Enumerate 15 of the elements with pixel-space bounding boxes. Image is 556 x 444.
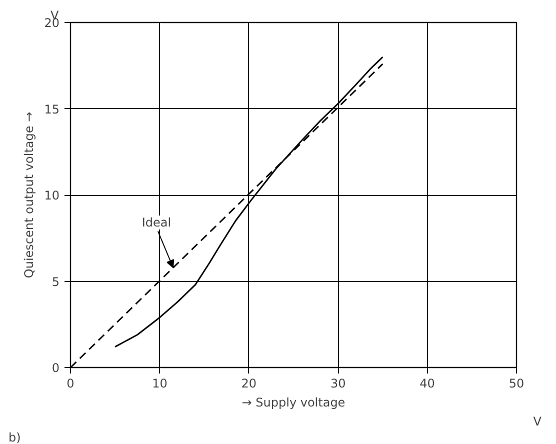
y-tick-label: 10: [44, 188, 60, 202]
x-tick-label: 50: [508, 376, 524, 390]
x-tick-label: 30: [330, 376, 346, 390]
annotation: Ideal: [142, 216, 172, 230]
text: b): [8, 430, 21, 444]
y-tick-label: 0: [52, 361, 60, 375]
text: V: [533, 414, 542, 428]
x-tick-label: 0: [66, 376, 74, 390]
x-tick-label: 20: [241, 376, 257, 390]
x-axis-title: → Supply voltage: [242, 396, 346, 410]
x-tick-label: 10: [152, 376, 168, 390]
y-tick-label: 15: [44, 102, 60, 116]
x-tick-label: 40: [420, 376, 435, 390]
y-tick-label: 5: [52, 274, 60, 289]
y-axis-title: Quiescent output voltage →: [22, 112, 36, 278]
